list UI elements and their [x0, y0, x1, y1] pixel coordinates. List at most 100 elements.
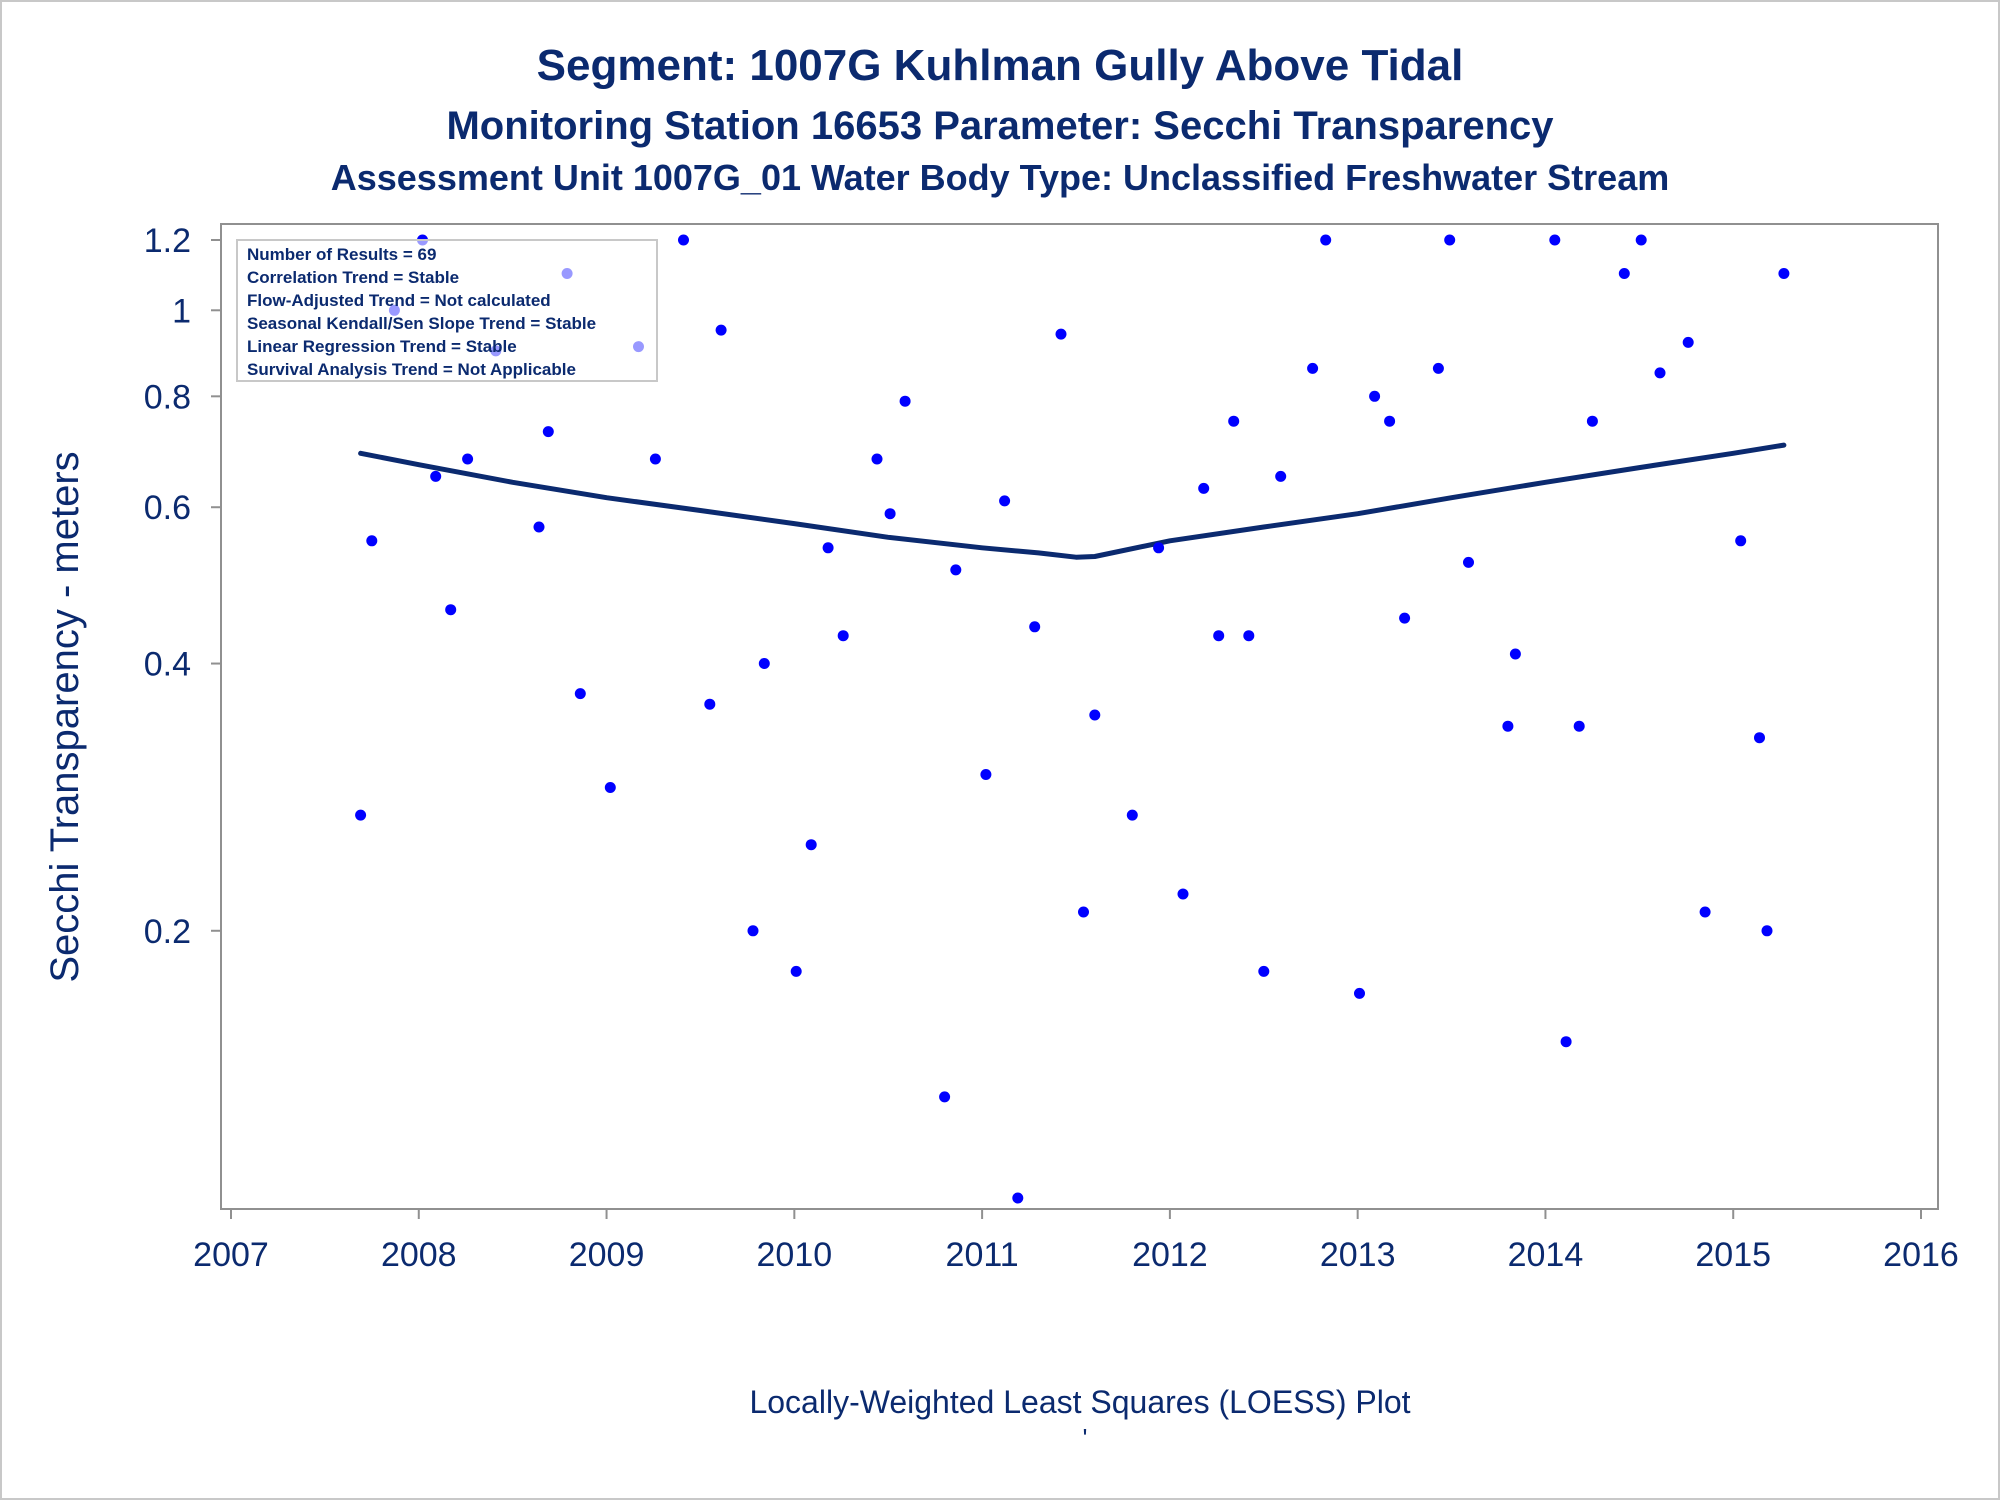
data-point [1699, 906, 1711, 918]
data-point [1778, 268, 1790, 279]
y-tick-label: 0.2 [144, 913, 191, 951]
data-point [704, 698, 716, 710]
data-point [790, 965, 802, 977]
data-point [1228, 415, 1240, 427]
data-point [1012, 1192, 1024, 1204]
stats-line-results: Number of Results = 69 [247, 245, 436, 264]
chart-title-line1: Segment: 1007G Kuhlman Gully Above Tidal [537, 41, 1464, 90]
data-point [805, 839, 817, 851]
data-point [939, 1091, 951, 1103]
data-point [1502, 720, 1514, 732]
data-point [1432, 362, 1444, 374]
chart-title-line2: Monitoring Station 16653 Parameter: Secc… [446, 104, 1554, 148]
data-point [430, 470, 442, 482]
data-point [1198, 482, 1210, 494]
data-point [1560, 1036, 1572, 1048]
x-tick-label: 2014 [1508, 1236, 1584, 1274]
data-point [1754, 732, 1765, 744]
data-point [1444, 234, 1456, 246]
data-point [747, 925, 759, 937]
data-point [1618, 268, 1630, 279]
stats-line-linear-regression: Linear Regression Trend = Stable [247, 337, 517, 356]
data-point [355, 809, 367, 821]
data-point [1307, 362, 1319, 374]
y-tick-label: 0.8 [144, 378, 191, 416]
footnote-mark: ' [1083, 1423, 1088, 1453]
data-point [884, 508, 896, 520]
data-point [715, 324, 727, 336]
x-tick-label: 2009 [569, 1236, 645, 1274]
data-point [758, 658, 770, 669]
x-tick-label: 2011 [946, 1236, 1019, 1274]
data-point [1153, 542, 1165, 554]
data-point [1463, 556, 1474, 568]
data-point [1320, 234, 1332, 246]
data-point [1177, 888, 1189, 900]
data-point [1029, 621, 1041, 633]
data-point [1509, 648, 1521, 660]
data-point [445, 604, 457, 616]
data-point [1573, 720, 1585, 732]
stats-line-correlation: Correlation Trend = Stable [247, 268, 459, 287]
y-axis-label: Secchi Transparency - meters [43, 451, 87, 982]
data-point [1275, 470, 1287, 482]
data-point [649, 453, 661, 465]
data-point [1369, 390, 1381, 402]
stats-legend: Number of Results = 69 Correlation Trend… [236, 239, 658, 382]
data-point [604, 782, 616, 793]
data-point [1258, 965, 1270, 977]
data-point [1384, 415, 1396, 427]
data-point [1078, 906, 1089, 918]
x-tick-label: 2007 [193, 1236, 269, 1274]
data-point [1055, 328, 1067, 340]
x-tick-label: 2010 [757, 1236, 833, 1274]
data-point [822, 542, 834, 554]
data-point [1126, 809, 1138, 821]
loess-line [358, 442, 1787, 560]
x-tick-label: 2013 [1320, 1236, 1396, 1274]
data-point [871, 453, 883, 465]
data-point [462, 453, 474, 465]
x-axis: 2007 2008 2009 2010 2011 2012 2013 2014 2015 2016 [193, 1209, 1959, 1274]
data-point [1761, 925, 1773, 937]
y-tick-label: 1 [172, 292, 191, 330]
data-point [533, 521, 545, 533]
data-point [1635, 234, 1647, 246]
footnote: Locally-Weighted Least Squares (LOESS) P… [749, 1384, 1410, 1420]
data-point [678, 234, 689, 246]
stats-line-flow-adjusted: Flow-Adjusted Trend = Not calculated [247, 291, 551, 310]
stats-legend-box [236, 239, 658, 382]
data-point [899, 395, 911, 407]
data-point [980, 769, 992, 780]
y-tick-label: 1.2 [144, 222, 191, 260]
stats-line-seasonal-kendall: Seasonal Kendall/Sen Slope Trend = Stabl… [247, 314, 596, 333]
data-point [1213, 630, 1225, 642]
data-point [574, 688, 586, 700]
data-point [1243, 630, 1255, 642]
data-point [1089, 709, 1101, 721]
x-tick-label: 2012 [1132, 1236, 1208, 1274]
data-point [1549, 234, 1561, 246]
x-tick-label: 2016 [1883, 1236, 1959, 1274]
data-point [366, 535, 378, 547]
loess-layer [358, 442, 1787, 560]
plot-area [220, 223, 1939, 1210]
y-tick-label: 0.6 [144, 489, 191, 527]
data-point [542, 426, 554, 438]
data-point [1586, 415, 1598, 427]
stats-line-survival: Survival Analysis Trend = Not Applicable [247, 360, 576, 379]
chart-title-line3: Assessment Unit 1007G_01 Water Body Type… [331, 157, 1670, 198]
data-point [1682, 336, 1694, 348]
y-axis: 0.2 0.4 0.6 0.8 1 1.2 [144, 222, 221, 951]
data-point [999, 495, 1011, 507]
data-point [837, 630, 849, 642]
data-point [1735, 535, 1747, 547]
x-tick-label: 2015 [1695, 1236, 1771, 1274]
data-point [1399, 612, 1411, 624]
data-point [1354, 987, 1365, 999]
data-point [1654, 367, 1666, 379]
data-point [950, 564, 962, 576]
y-tick-label: 0.4 [144, 646, 191, 684]
x-tick-label: 2008 [381, 1236, 457, 1274]
